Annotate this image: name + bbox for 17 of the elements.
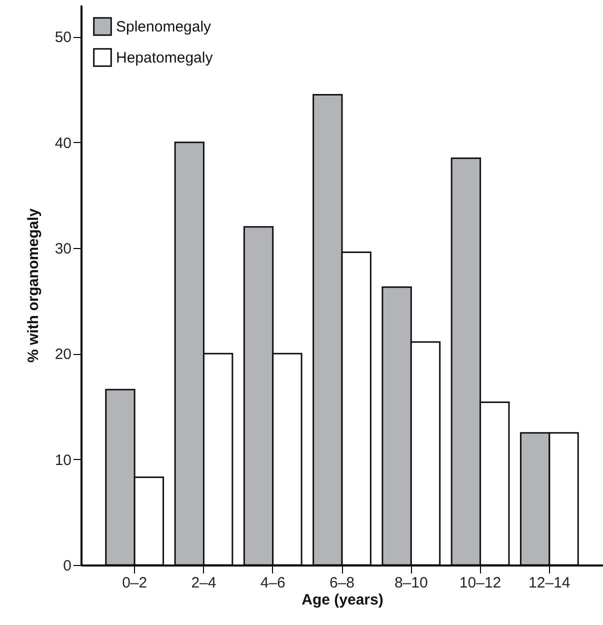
legend-label: Hepatomegaly	[116, 50, 214, 66]
y-tick-label: 30	[54, 240, 72, 258]
x-tick-label: 4–6	[260, 574, 286, 592]
legend-label: Splenomegaly	[116, 18, 212, 36]
y-tick-label: 50	[54, 29, 72, 46]
y-tick-label: 40	[54, 134, 72, 152]
x-axis-title: Age (years)	[302, 592, 384, 608]
x-tick-label: 6–8	[329, 574, 355, 592]
x-tick-label: 10–12	[459, 574, 502, 592]
x-tick-label: 12–14	[528, 574, 570, 592]
y-tick-label: 0	[63, 558, 72, 574]
y-axis-title: % with organomegaly	[24, 208, 42, 363]
x-tick-label: 2–4	[191, 574, 216, 592]
y-tick-label: 10	[54, 452, 72, 469]
x-tick-label: 0–2	[122, 574, 148, 592]
x-tick-label: 8–10	[394, 574, 428, 592]
y-tick-label: 20	[54, 346, 72, 364]
